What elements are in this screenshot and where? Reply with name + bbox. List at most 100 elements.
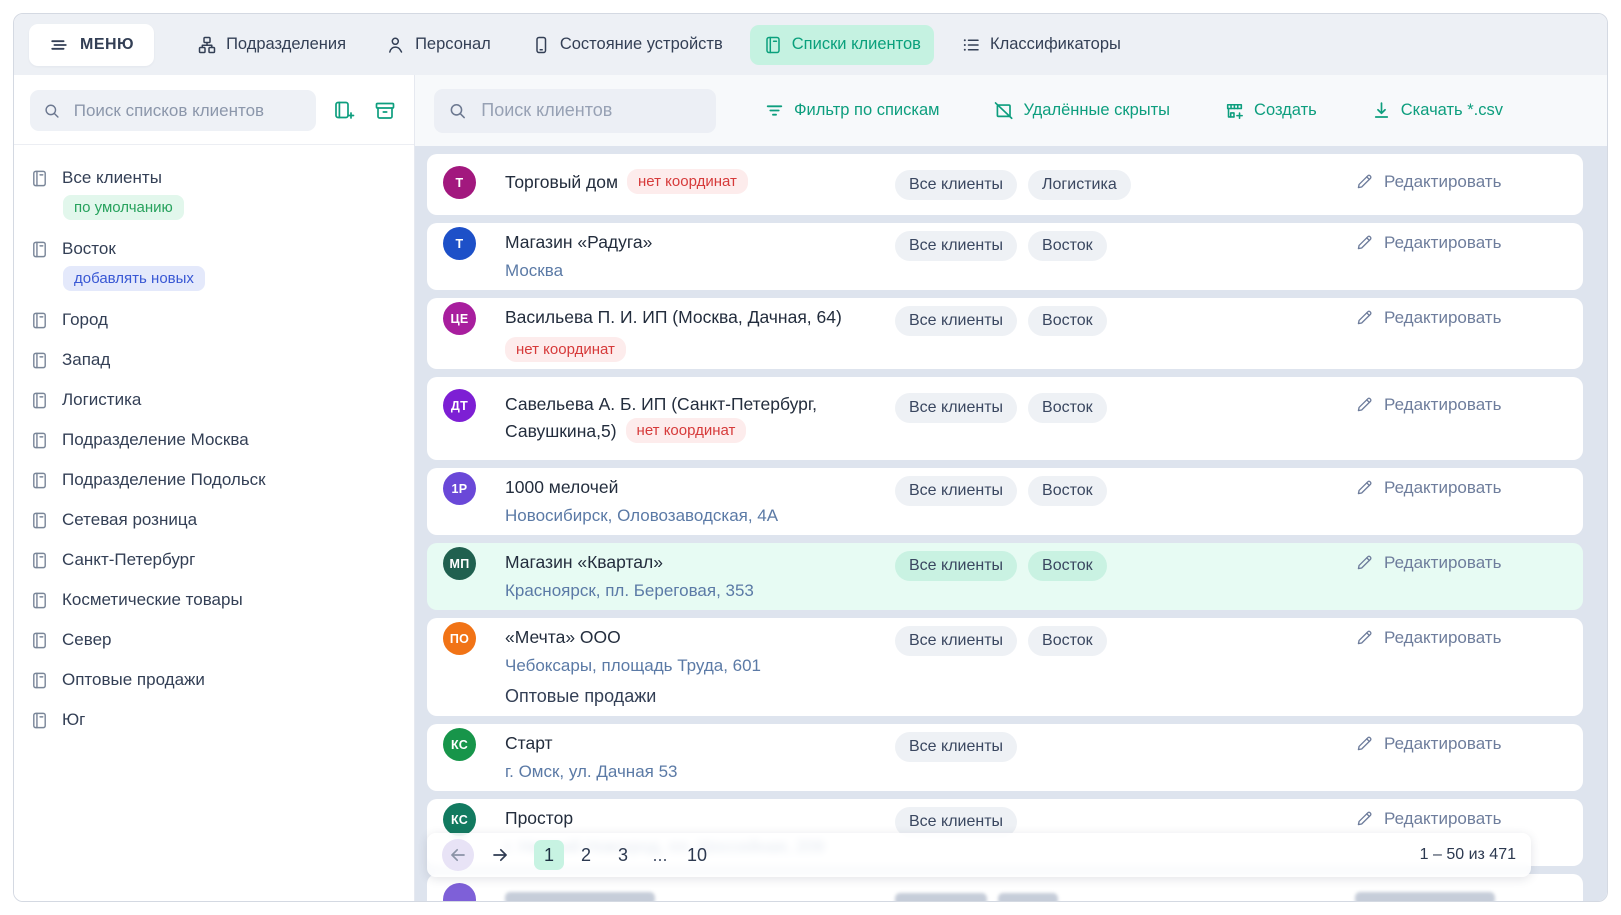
org-chart-icon	[197, 35, 217, 55]
pagination-page[interactable]: 1	[534, 840, 564, 870]
client-address: Красноярск, пл. Береговая, 353	[505, 578, 865, 603]
sidebar-list-item[interactable]: Оптовые продажи	[30, 660, 398, 700]
sidebar-list-item[interactable]: Все клиенты	[30, 158, 398, 198]
tab-departments[interactable]: Подразделения	[184, 25, 359, 65]
pagination-page[interactable]: 3	[608, 840, 638, 870]
edit-button[interactable]: Редактировать	[1333, 625, 1501, 650]
client-name: «Мечта» ООО	[505, 627, 621, 647]
pencil-icon	[1355, 628, 1374, 647]
sidebar-list-item[interactable]: Логистика	[30, 380, 398, 420]
list-name: Юг	[62, 710, 85, 730]
sidebar-list-item[interactable]: Подразделение Подольск	[30, 460, 398, 500]
archive-button[interactable]	[372, 98, 398, 124]
list-name: Санкт-Петербург	[62, 550, 195, 570]
avatar: ДТ	[443, 389, 476, 422]
client-name: Магазин «Радуга»	[505, 232, 652, 252]
sidebar-list-item[interactable]: Восток	[30, 229, 398, 269]
edit-button[interactable]	[1333, 886, 1495, 901]
edit-button[interactable]: Редактировать	[1333, 806, 1501, 831]
sidebar-search-input[interactable]	[72, 100, 303, 122]
list-icon	[30, 511, 49, 530]
edit-button[interactable]: Редактировать	[1333, 392, 1501, 417]
client-row[interactable]: 630029, Новосибирская обл, Новосибирск г…	[427, 874, 1583, 901]
client-row[interactable]: Т Торговый домнет координат Все клиентыЛ…	[427, 154, 1583, 215]
archive-box-icon	[373, 99, 397, 123]
add-list-button[interactable]	[331, 98, 357, 124]
list-icon	[30, 391, 49, 410]
edit-button[interactable]: Редактировать	[1333, 305, 1501, 330]
edit-button[interactable]: Редактировать	[1333, 475, 1501, 500]
tab-classifiers[interactable]: Классификаторы	[948, 25, 1134, 65]
pagination-next-button[interactable]	[484, 839, 516, 871]
create-client-button[interactable]: Создать	[1218, 99, 1323, 122]
sidebar-list-item[interactable]: Подразделение Москва	[30, 420, 398, 460]
client-row[interactable]: ДТ Савельева А. Б. ИП (Санкт-Петербург, …	[427, 377, 1583, 460]
pagination-page[interactable]: 10	[682, 840, 712, 870]
client-tag: Все клиенты	[895, 393, 1017, 423]
client-tags: Все клиенты Восток	[895, 392, 1333, 423]
sidebar: Все клиенты по умолчанию Восток добавлят…	[14, 75, 415, 901]
search-icon	[448, 100, 467, 122]
pencil-icon	[1355, 395, 1374, 414]
top-nav-tabs: Подразделения Персонал Состояние устройс…	[184, 25, 1134, 65]
main-panel: Фильтр по спискам Удалённые скрыты Созда…	[415, 75, 1607, 901]
list-name: Подразделение Москва	[62, 430, 249, 450]
filter-by-lists-button[interactable]: Фильтр по спискам	[758, 99, 945, 122]
clients-search-input[interactable]	[479, 99, 702, 122]
list-mode-badge: по умолчанию	[63, 195, 184, 220]
client-lists-icon	[763, 35, 783, 55]
client-tag: Восток	[1028, 393, 1107, 423]
pagination-page[interactable]: 2	[571, 840, 601, 870]
edit-button[interactable]: Редактировать	[1333, 230, 1501, 255]
sidebar-list-item[interactable]: Косметические товары	[30, 580, 398, 620]
list-name: Логистика	[62, 390, 141, 410]
device-icon	[531, 35, 551, 55]
no-coordinates-badge: нет координат	[626, 418, 747, 443]
list-name: Запад	[62, 350, 110, 370]
client-tags	[895, 886, 1333, 901]
sidebar-list-item[interactable]: Санкт-Петербург	[30, 540, 398, 580]
deleted-hidden-toggle[interactable]: Удалённые скрыты	[987, 99, 1176, 122]
client-row[interactable]: Т Магазин «Радуга» Москва Все клиентыВос…	[427, 223, 1583, 290]
avatar: ЦЕ	[443, 302, 476, 335]
add-list-icon	[332, 99, 356, 123]
client-row[interactable]: 1Р 1000 мелочей Новосибирск, Оловозаводс…	[427, 468, 1583, 535]
edit-button[interactable]: Редактировать	[1333, 550, 1501, 575]
client-tag: Все клиенты	[895, 170, 1017, 200]
sidebar-list-item[interactable]: Север	[30, 620, 398, 660]
avatar	[443, 883, 476, 901]
client-row[interactable]: ПО «Мечта» ООО Чебоксары, площадь Труда,…	[427, 618, 1583, 716]
clients-list-area: Т Торговый домнет координат Все клиентыЛ…	[415, 146, 1607, 901]
list-name: Все клиенты	[62, 168, 162, 188]
client-tags: Все клиентыЛогистика	[895, 169, 1333, 200]
tab-device-status[interactable]: Состояние устройств	[518, 25, 736, 65]
client-tags: Все клиентыВосток	[895, 625, 1333, 656]
client-row[interactable]: КС Старт г. Омск, ул. Дачная 53 Все клие…	[427, 724, 1583, 791]
pagination-bar: 123...10 1 – 50 из 471	[427, 833, 1531, 877]
clients-toolbar: Фильтр по спискам Удалённые скрыты Созда…	[415, 75, 1607, 146]
edit-button[interactable]: Редактировать	[1333, 169, 1501, 194]
client-row[interactable]: ЦЕ Васильева П. И. ИП (Москва, Дачная, 6…	[427, 298, 1583, 369]
no-coordinates-badge: нет координат	[627, 169, 748, 194]
edit-button[interactable]: Редактировать	[1333, 731, 1501, 756]
client-tag: Все клиенты	[895, 551, 1017, 581]
pencil-icon	[1355, 233, 1374, 252]
avatar: 1Р	[443, 472, 476, 505]
pagination-prev-button[interactable]	[442, 839, 474, 871]
sidebar-list-item[interactable]: Город	[30, 300, 398, 340]
list-icon	[30, 240, 49, 259]
blurred-placeholder	[998, 893, 1058, 901]
tab-client-lists[interactable]: Списки клиентов	[750, 25, 934, 65]
sidebar-list-item[interactable]: Запад	[30, 340, 398, 380]
client-tag: Восток	[1028, 306, 1107, 336]
download-csv-button[interactable]: Скачать *.csv	[1365, 99, 1509, 122]
menu-button[interactable]: МЕНЮ	[29, 24, 154, 66]
client-row[interactable]: МП Магазин «Квартал» Красноярск, пл. Бер…	[427, 543, 1583, 610]
sidebar-list-item[interactable]: Сетевая розница	[30, 500, 398, 540]
list-name: Восток	[62, 239, 116, 259]
tab-personnel[interactable]: Персонал	[373, 25, 504, 65]
list-name: Косметические товары	[62, 590, 243, 610]
client-name: Магазин «Квартал»	[505, 552, 663, 572]
sidebar-list-item[interactable]: Юг	[30, 700, 398, 740]
blurred-placeholder	[1355, 892, 1495, 901]
